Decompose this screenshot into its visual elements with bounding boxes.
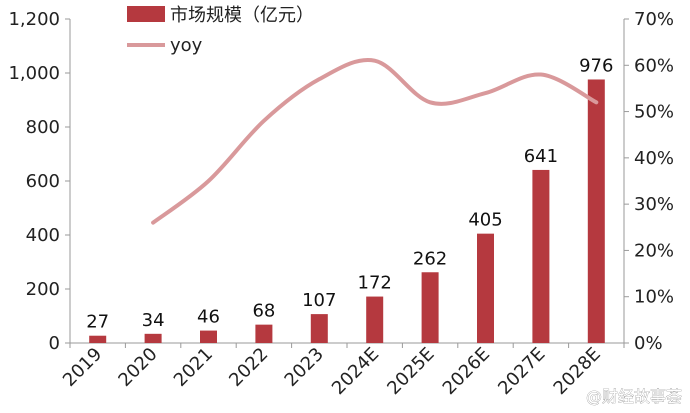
bar	[144, 333, 162, 343]
right-axis-tick-label: 60%	[634, 55, 674, 76]
left-axis-tick-label: 1,200	[8, 9, 60, 30]
bar	[477, 233, 494, 343]
bar-data-label: 68	[252, 301, 275, 322]
bar	[366, 296, 384, 343]
bar	[310, 314, 328, 343]
bar	[421, 272, 439, 343]
bar-data-label: 27	[86, 312, 109, 333]
bar-data-label: 172	[358, 273, 392, 294]
left-axis-tick-label: 400	[26, 225, 60, 246]
bar	[532, 169, 550, 343]
x-axis-tick-label: 2025E	[383, 344, 438, 399]
watermark: @财经故事荟	[586, 387, 683, 407]
right-axis-tick-label: 30%	[634, 194, 674, 215]
bar	[89, 335, 107, 343]
x-axis-tick-label: 2019	[59, 344, 106, 391]
yoy-line-group	[151, 57, 599, 225]
bar-data-label: 641	[524, 146, 558, 167]
x-axis-tick-label: 2027E	[494, 344, 549, 399]
left-axis-tick-label: 600	[26, 171, 60, 192]
x-axis-tick-label: 2024E	[328, 344, 383, 399]
left-axis-tick-label: 200	[26, 279, 60, 300]
bar-data-label: 976	[579, 55, 613, 76]
bar-labels: 27 34 46 68 107 172 262 405 641 976	[86, 55, 613, 332]
yoy-line	[151, 57, 599, 225]
bar	[587, 79, 605, 343]
right-axis-tick-label: 40%	[634, 148, 674, 169]
x-axis: 2019 2020 2021 2022 2023 2024E 2025E 2026E 2027E…	[59, 342, 625, 399]
right-axis-tick-label: 50%	[634, 102, 674, 123]
bar-data-label: 262	[413, 248, 447, 269]
x-axis-tick-label: 2022	[225, 344, 272, 391]
watermark-text: @财经故事荟	[586, 387, 682, 406]
legend-swatch-market-size	[127, 6, 165, 22]
left-axis-tick-label: 0	[49, 333, 60, 354]
left-axis: 0 200 400 600 800 1,000 1,200	[8, 9, 71, 354]
x-axis-tick-label: 2020	[114, 344, 161, 391]
right-axis-tick-label: 10%	[634, 287, 674, 308]
left-axis-tick-label: 1,000	[8, 63, 60, 84]
bar-data-label: 34	[142, 310, 165, 331]
bar-data-label: 107	[302, 290, 336, 311]
x-axis-tick-label: 2023	[281, 344, 328, 391]
legend: 市场规模（亿元） yoy	[127, 5, 314, 56]
bar-data-label: 405	[468, 210, 502, 231]
right-axis-tick-label: 70%	[634, 9, 674, 30]
x-axis-tick-label: 2026E	[439, 344, 494, 399]
right-axis-tick-label: 20%	[634, 240, 674, 261]
bar	[255, 324, 273, 343]
legend-label-yoy: yoy	[170, 35, 203, 56]
right-axis: 0% 10% 20% 30% 40% 50% 60% 70%	[623, 9, 674, 354]
right-axis-tick-label: 0%	[634, 333, 663, 354]
bars	[89, 79, 605, 343]
legend-label-market-size: 市场规模（亿元）	[170, 5, 314, 26]
bar-data-label: 46	[197, 307, 220, 328]
x-axis-tick-label: 2021	[170, 344, 217, 391]
left-axis-tick-label: 800	[26, 117, 60, 138]
bar	[200, 330, 217, 343]
